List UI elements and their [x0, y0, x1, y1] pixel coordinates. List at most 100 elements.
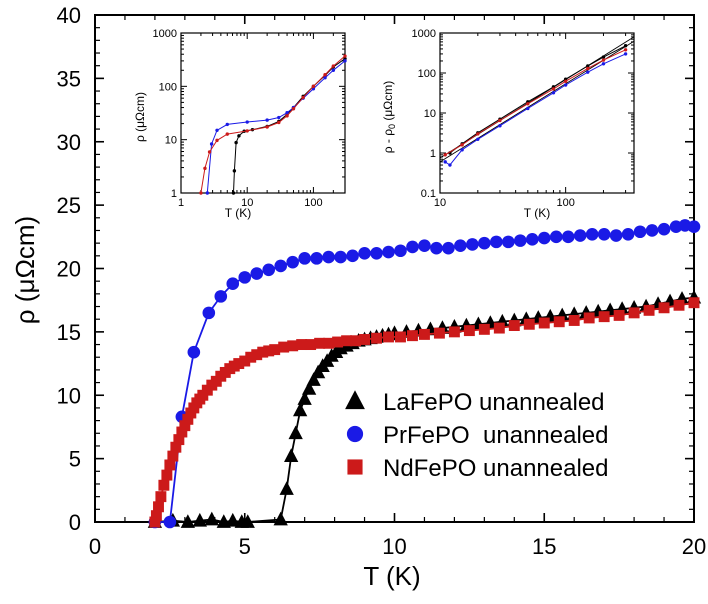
inset1-data-point: [199, 191, 203, 195]
data-point: [176, 426, 188, 438]
data-point: [273, 511, 288, 526]
legend-entry-label: PrFePO unannealed: [383, 422, 608, 449]
inset1-series-line: [206, 60, 346, 194]
data-point: [359, 334, 371, 345]
main-y-axis-label: ρ (μΩcm): [10, 216, 40, 324]
data-point: [383, 331, 394, 343]
data-point: [245, 351, 257, 363]
data-point: [287, 340, 299, 352]
inset1-frame: [180, 32, 346, 194]
inset2-data-point: [563, 79, 568, 84]
data-point: [310, 252, 323, 265]
data-point: [643, 304, 655, 316]
data-point: [597, 227, 611, 241]
data-point: [161, 469, 173, 481]
inset1-y-tick-label: 10: [165, 135, 177, 147]
data-point: [346, 249, 359, 263]
data-point: [204, 511, 219, 526]
inset2-data-point: [498, 124, 502, 128]
data-point: [418, 328, 430, 340]
data-point: [418, 239, 431, 252]
inset1-x-axis-label: T (K): [225, 206, 251, 220]
data-point: [150, 510, 162, 522]
inset1-data-point: [343, 59, 347, 63]
main-x-tick-label: 10: [382, 534, 406, 559]
data-point: [153, 501, 164, 513]
inset2-data-point: [498, 118, 502, 123]
inset2-data-point: [460, 148, 464, 152]
legend-entry-label: LaFePO unannealed: [383, 389, 605, 416]
data-point: [334, 250, 347, 264]
legend: LaFePO unannealed PrFePO unannealed NdFePO…: [345, 389, 609, 482]
data-point: [463, 325, 475, 337]
main-y-tick-label: 20: [57, 257, 81, 282]
inset2-y-axis-label-subscript: 0: [387, 124, 397, 129]
inset1-data-point: [205, 191, 210, 195]
inset1-data-point: [265, 118, 269, 122]
data-point: [598, 311, 610, 323]
data-point: [170, 441, 182, 453]
data-point: [167, 450, 179, 462]
main-x-tick-label: 0: [89, 534, 101, 559]
data-point: [233, 358, 245, 370]
data-point: [478, 236, 491, 250]
data-point: [454, 239, 467, 252]
data-point: [239, 355, 251, 367]
main-y-tick-label: 0: [69, 510, 81, 535]
inset2-x-tick-label: 100: [556, 197, 574, 209]
main-y-tick-label: 25: [57, 193, 81, 218]
inset2-data-point: [601, 58, 606, 62]
inset2-data-point: [460, 143, 464, 147]
inset1-x-tick-label: 10: [241, 197, 253, 209]
data-point: [225, 512, 240, 527]
inset2-data-point: [586, 66, 590, 71]
inset1-data-point: [291, 107, 296, 111]
inset-resistivity-minus-residual-plot: 10 100 0.1 1 10 100 1000: [412, 28, 635, 209]
inset1-data-point: [265, 125, 269, 129]
inset1-data-point: [323, 73, 327, 77]
legend-entry-label: NdFePO unannealed: [383, 455, 609, 482]
data-point: [305, 339, 317, 351]
data-point: [263, 345, 275, 357]
data-point: [306, 372, 321, 386]
data-point: [585, 227, 599, 241]
data-point: [296, 339, 308, 351]
main-y-tick-label: 10: [57, 383, 81, 408]
data-point: [286, 255, 299, 269]
data-point: [395, 331, 406, 343]
inset1-series-2: [199, 54, 347, 195]
inset1-data-point: [311, 84, 316, 89]
main-x-tick-label: 5: [239, 534, 251, 559]
data-point: [613, 309, 625, 321]
data-point: [297, 391, 312, 405]
data-point: [658, 302, 670, 314]
inset2-series-1: [443, 52, 628, 167]
inset1-data-point: [245, 129, 249, 133]
data-point: [301, 381, 317, 395]
inset1-data-point: [225, 122, 229, 127]
inset2-series-line: [444, 49, 626, 156]
data-point: [621, 227, 635, 241]
inset1-data-point: [225, 132, 229, 136]
main-y-tick-label: 40: [57, 3, 81, 28]
data-point: [251, 349, 263, 361]
data-point: [673, 299, 685, 311]
data-point: [262, 263, 276, 277]
data-point: [370, 246, 383, 260]
inset1-series-1: [205, 59, 347, 195]
main-y-tick-label: 30: [57, 130, 81, 155]
inset2-data-point: [551, 87, 556, 91]
inset2-y-axis-label-unit: (μΩcm): [381, 81, 395, 124]
main-x-axis-label: T (K): [363, 561, 420, 591]
data-point: [553, 316, 565, 328]
data-point: [284, 448, 299, 462]
inset2-data-point: [623, 52, 628, 56]
data-point: [407, 330, 418, 342]
data-point: [573, 229, 587, 242]
data-point: [350, 335, 362, 347]
data-point: [633, 225, 647, 239]
data-point: [202, 306, 216, 320]
data-point: [332, 336, 344, 348]
data-point: [537, 231, 551, 245]
